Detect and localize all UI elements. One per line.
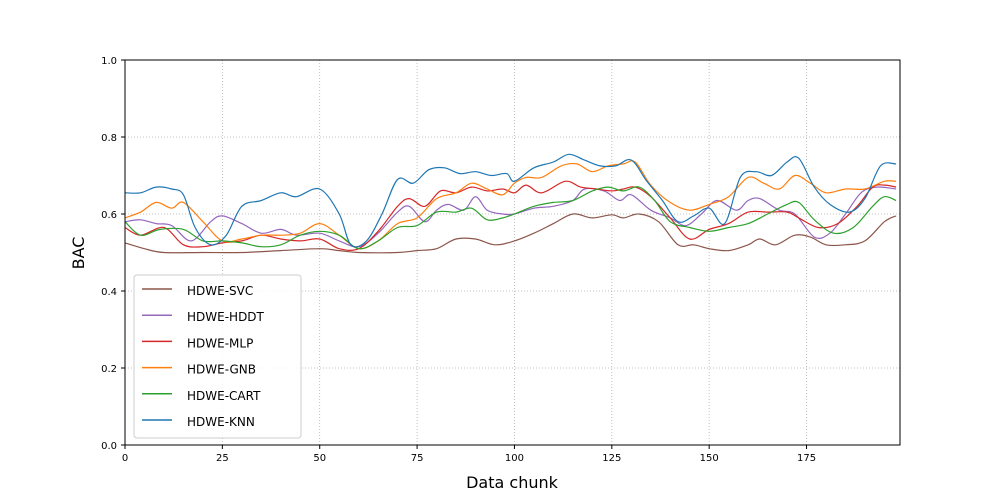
y-tick-label: 0.6 [101, 210, 117, 221]
series-line-hdwe-svc [124, 213, 897, 254]
y-axis-title: BAC [69, 237, 88, 270]
y-tick-label: 0.4 [101, 287, 117, 298]
legend-box [133, 274, 302, 439]
y-tick-label: 0.0 [101, 441, 117, 452]
y-tick-label: 0.2 [101, 364, 117, 375]
y-tick-label: 1.0 [101, 56, 117, 67]
legend: HDWE-SVC HDWE-HDDT HDWE-MLP HDWE-GNB HDWE-CA… [133, 274, 302, 439]
x-axis-title: Data chunk [466, 473, 559, 492]
x-tick-label: 100 [505, 453, 524, 464]
x-axis-ticks: 0 25 50 75 100 125 150 175 [122, 445, 816, 464]
legend-label: HDWE-HDDT [187, 310, 265, 324]
x-tick-label: 75 [411, 453, 424, 464]
series-lines [124, 153, 897, 254]
x-tick-label: 0 [122, 453, 128, 464]
y-tick-label: 0.8 [101, 133, 117, 144]
x-tick-label: 150 [700, 453, 719, 464]
series-line-hdwe-hddt [124, 186, 897, 248]
x-tick-label: 175 [797, 453, 816, 464]
legend-label: HDWE-SVC [187, 284, 253, 298]
plot-frame [124, 59, 901, 446]
x-tick-label: 25 [216, 453, 229, 464]
legend-label: HDWE-MLP [187, 336, 253, 350]
legend-label: HDWE-CART [187, 389, 261, 403]
series-line-hdwe-mlp [124, 180, 897, 251]
series-line-hdwe-knn [124, 153, 897, 248]
y-axis-ticks: 0.0 0.2 0.4 0.6 0.8 1.0 [101, 56, 125, 452]
legend-label: HDWE-GNB [187, 363, 256, 377]
legend-label: HDWE-KNN [187, 415, 255, 429]
x-tick-label: 50 [313, 453, 326, 464]
series-line-hdwe-gnb [124, 160, 897, 250]
x-tick-label: 125 [602, 453, 621, 464]
series-line-hdwe-cart [124, 186, 897, 250]
